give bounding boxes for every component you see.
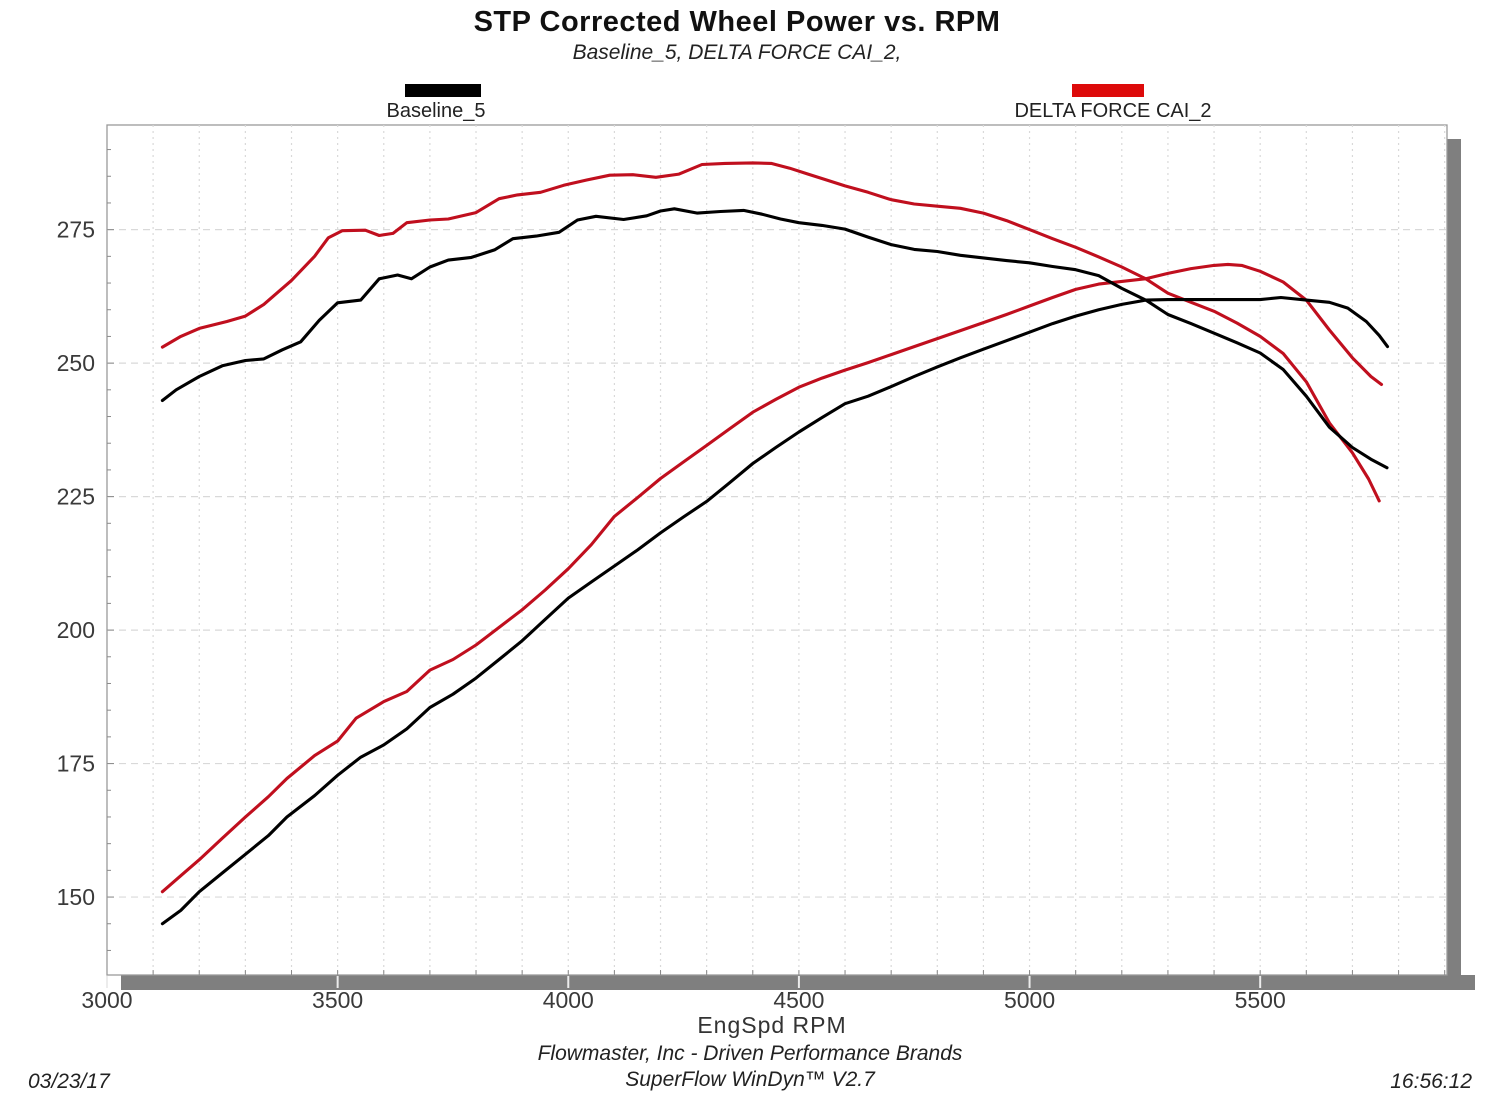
chart-subtitle: Baseline_5, DELTA FORCE CAI_2, bbox=[572, 41, 902, 64]
x-tick-label: 3500 bbox=[312, 987, 363, 1013]
curve-delta-force-cai-2-upper bbox=[160, 161, 1381, 503]
curve-delta-force-cai-2-lower bbox=[160, 262, 1384, 894]
x-tick-label: 5000 bbox=[1004, 987, 1055, 1013]
date-stamp: 03/23/17 bbox=[28, 1070, 110, 1093]
page-title: STP Corrected Wheel Power vs. RPM bbox=[473, 6, 1001, 38]
legend-label-baseline: Baseline_5 bbox=[386, 100, 486, 122]
x-axis-label: EngSpd RPM bbox=[697, 1012, 847, 1038]
curve-baseline-5-lower bbox=[160, 295, 1390, 926]
x-tick-label: 3000 bbox=[81, 987, 132, 1013]
time-stamp: 16:56:12 bbox=[1390, 1070, 1472, 1093]
y-tick-label: 150 bbox=[57, 884, 95, 910]
y-tick-label: 200 bbox=[57, 617, 95, 643]
footer-software: SuperFlow WinDyn™ V2.7 bbox=[625, 1068, 875, 1091]
legend-label-delta: DELTA FORCE CAI_2 bbox=[1014, 100, 1212, 122]
curve-baseline-5-upper bbox=[160, 207, 1389, 470]
plot-frame bbox=[106, 124, 1448, 976]
legend-swatch-baseline bbox=[405, 84, 481, 97]
x-tick-label: 4000 bbox=[543, 987, 594, 1013]
y-tick-label: 250 bbox=[57, 350, 95, 376]
y-tick-label: 225 bbox=[57, 484, 95, 510]
footer-company: Flowmaster, Inc - Driven Performance Bra… bbox=[537, 1042, 963, 1065]
y-tick-label: 275 bbox=[57, 217, 95, 243]
x-tick-label: 4500 bbox=[773, 987, 824, 1013]
legend-swatch-delta bbox=[1072, 84, 1144, 97]
x-tick-label: 5500 bbox=[1235, 987, 1286, 1013]
plot-shadow-right bbox=[1447, 139, 1461, 990]
y-tick-label: 175 bbox=[57, 751, 95, 777]
